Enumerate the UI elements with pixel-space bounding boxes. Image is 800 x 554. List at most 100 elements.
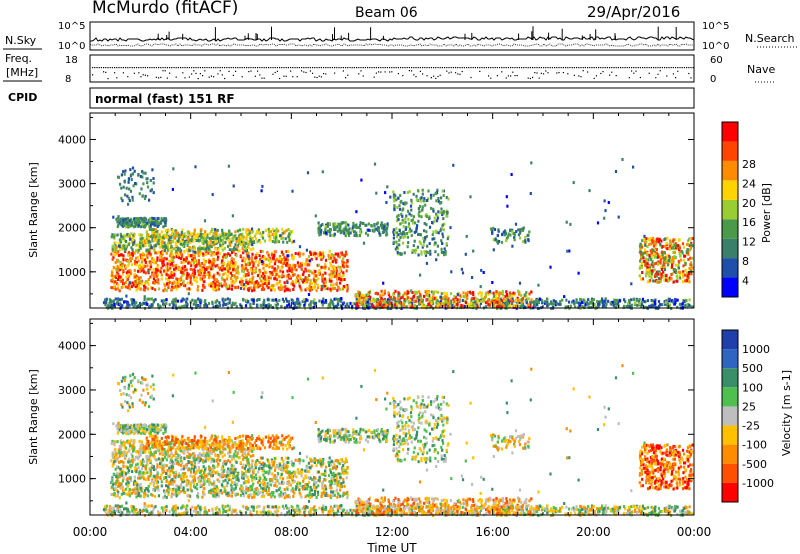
data-point <box>415 248 418 252</box>
data-point <box>419 294 422 298</box>
data-point <box>368 229 372 232</box>
nave-point <box>529 77 531 80</box>
data-point <box>447 235 450 239</box>
data-point <box>342 273 345 277</box>
noise-sky-trace <box>89 36 695 42</box>
freq-point <box>683 67 685 69</box>
data-point <box>112 299 115 303</box>
data-point <box>628 299 631 302</box>
data-point <box>252 275 255 279</box>
data-point <box>154 235 157 239</box>
data-point <box>216 304 219 308</box>
data-point <box>160 244 164 248</box>
data-point <box>226 302 229 306</box>
data-point <box>140 233 144 237</box>
data-point <box>276 302 279 306</box>
data-point <box>267 233 270 237</box>
data-point <box>249 302 252 306</box>
data-point <box>417 189 420 193</box>
data-point <box>682 275 685 279</box>
data-point <box>291 280 294 284</box>
data-point <box>203 270 206 274</box>
data-point <box>171 239 174 243</box>
data-point <box>659 280 662 284</box>
data-point <box>252 286 256 290</box>
data-point <box>242 285 245 289</box>
data-point <box>445 300 448 304</box>
data-point <box>386 304 389 308</box>
data-point <box>201 238 204 242</box>
data-point <box>120 253 123 257</box>
data-point <box>246 228 249 232</box>
data-point <box>501 303 504 307</box>
nave-point <box>422 73 424 75</box>
data-point <box>337 265 340 269</box>
data-point <box>212 257 215 261</box>
freq-point <box>461 67 463 69</box>
freq-point <box>180 67 182 69</box>
data-point <box>411 291 414 294</box>
data-point <box>345 269 348 273</box>
nave-tick-bottom: 0 <box>710 74 716 85</box>
data-point <box>203 285 206 289</box>
data-point <box>181 267 184 271</box>
data-point <box>223 253 226 257</box>
data-point <box>215 239 219 243</box>
data-point <box>202 274 205 278</box>
data-point <box>128 235 131 239</box>
data-point <box>170 262 174 266</box>
nave-point <box>347 74 349 76</box>
data-point <box>383 289 386 293</box>
data-point <box>189 241 192 244</box>
freq-point <box>210 67 212 69</box>
data-point <box>227 260 230 264</box>
data-point <box>165 236 168 240</box>
data-point <box>278 260 281 264</box>
freq-point <box>613 67 615 69</box>
freq-point <box>635 67 637 69</box>
freq-point <box>144 67 146 69</box>
freq-point <box>162 67 164 69</box>
data-point <box>685 279 688 282</box>
data-point <box>144 260 147 264</box>
data-point <box>151 286 154 290</box>
data-point <box>179 283 182 287</box>
freq-point <box>331 67 333 69</box>
data-point <box>168 259 171 263</box>
freq-point <box>371 67 373 69</box>
data-point <box>112 265 115 269</box>
data-point <box>235 247 238 251</box>
data-point <box>313 286 316 290</box>
freq-point <box>230 67 232 69</box>
data-point <box>654 273 657 277</box>
data-point <box>315 257 318 261</box>
data-point <box>307 293 311 296</box>
data-point <box>658 304 661 308</box>
data-point <box>252 264 255 268</box>
data-point <box>245 278 248 282</box>
data-point <box>195 300 198 304</box>
data-point <box>676 279 679 283</box>
freq-point <box>202 67 204 69</box>
data-point <box>267 253 270 257</box>
data-point <box>433 216 436 220</box>
data-point <box>505 239 508 243</box>
data-point <box>325 231 328 235</box>
freq-point <box>182 67 184 69</box>
data-point <box>423 197 426 201</box>
data-point <box>554 303 557 307</box>
data-point <box>190 263 193 267</box>
data-point <box>282 285 285 289</box>
data-point <box>266 284 269 288</box>
freq-point <box>153 67 155 69</box>
data-point <box>493 228 497 231</box>
data-point <box>342 257 345 261</box>
data-point <box>245 273 248 277</box>
data-point <box>345 285 348 289</box>
data-point <box>159 255 162 259</box>
data-point <box>674 298 677 302</box>
data-point <box>126 218 129 222</box>
nave-point <box>116 77 118 79</box>
data-point <box>272 284 275 288</box>
data-point <box>518 291 521 295</box>
